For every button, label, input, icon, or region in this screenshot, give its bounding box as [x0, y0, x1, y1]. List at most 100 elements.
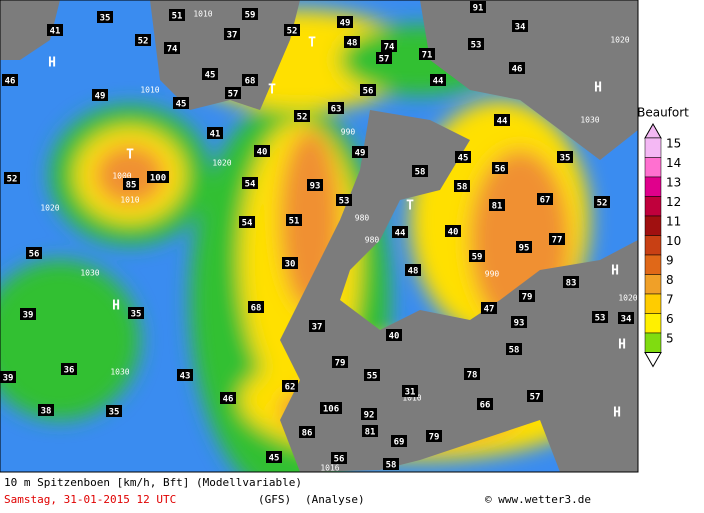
gust-box: [242, 74, 258, 86]
gust-box: [320, 402, 342, 414]
footer-line: 10 m Spitzenboen [km/h, Bft] (Modellvari…: [4, 476, 302, 489]
gust-box: [527, 390, 543, 402]
gust-box: [516, 241, 532, 253]
legend-swatch: [644, 235, 662, 256]
pressure-system: H: [48, 56, 56, 71]
gust-box: [284, 24, 300, 36]
gust-box: [563, 276, 579, 288]
gust-box: [254, 145, 270, 157]
gust-box: [594, 196, 610, 208]
legend-swatch: [644, 313, 662, 334]
gust-box: [4, 172, 20, 184]
isobar-label: 990: [341, 128, 356, 137]
gust-box: [336, 194, 352, 206]
legend-swatch: [644, 215, 662, 236]
gust-box: [519, 290, 535, 302]
gust-value: 55: [367, 372, 378, 382]
legend-swatch: [644, 137, 662, 158]
legend-label: 9: [666, 254, 674, 268]
pressure-system: H: [618, 338, 626, 353]
legend-label: 5: [666, 332, 674, 346]
gust-box: [220, 392, 236, 404]
isobar-label: 1010: [193, 10, 212, 19]
gust-box: [282, 380, 298, 392]
legend-swatch: [644, 157, 662, 178]
gust-value: 35: [560, 154, 571, 164]
gust-box: [477, 398, 493, 410]
gust-value: 34: [515, 23, 526, 33]
gust-box: [489, 199, 505, 211]
gust-value: 69: [394, 438, 405, 448]
gust-box: [135, 34, 151, 46]
legend-swatch: [644, 274, 662, 295]
gust-value: 71: [422, 51, 433, 61]
gust-box: [332, 356, 348, 368]
gust-box: [383, 458, 399, 470]
gust-value: 46: [223, 395, 234, 405]
gust-box: [537, 193, 553, 205]
gust-box: [445, 225, 461, 237]
gust-value: 85: [126, 181, 137, 191]
gust-value: 74: [167, 45, 178, 55]
gust-value: 38: [41, 407, 52, 417]
legend-swatch: [644, 176, 662, 197]
gust-value: 39: [3, 374, 14, 384]
gust-value: 34: [621, 315, 632, 325]
gust-box: [282, 257, 298, 269]
gust-value: 86: [302, 429, 313, 439]
gust-value: 40: [448, 228, 459, 238]
gust-box: [454, 180, 470, 192]
gust-box: [592, 311, 608, 323]
gust-value: 62: [285, 383, 296, 393]
gust-value: 44: [497, 117, 508, 127]
gust-box: [26, 247, 42, 259]
gust-value: 30: [285, 260, 296, 270]
isobar-label: 1030: [580, 116, 599, 125]
gust-box: [20, 308, 36, 320]
gust-box: [386, 329, 402, 341]
gust-value: 45: [176, 100, 187, 110]
legend-label: 12: [666, 195, 681, 209]
gust-value: 37: [312, 323, 323, 333]
isobar-label: 980: [365, 236, 380, 245]
gust-value: 52: [7, 175, 18, 185]
gust-box: [557, 151, 573, 163]
gust-value: 74: [384, 43, 395, 53]
gust-box: [309, 320, 325, 332]
gust-box: [294, 110, 310, 122]
gust-box: [549, 233, 565, 245]
gust-value: 91: [473, 4, 484, 14]
gust-value: 78: [467, 371, 478, 381]
gust-box: [128, 307, 144, 319]
legend-label: 14: [666, 156, 681, 170]
pressure-system: T: [268, 83, 276, 98]
isobar-label: 1010: [120, 196, 139, 205]
gust-value: 56: [29, 250, 40, 260]
gust-value: 79: [335, 359, 346, 369]
map-area: [0, 0, 638, 472]
gust-value: 45: [269, 454, 280, 464]
isobar-label: 980: [355, 214, 370, 223]
isobar-label: 1010: [402, 394, 421, 403]
gust-value: 35: [109, 408, 120, 418]
gust-box: [506, 343, 522, 355]
gust-box: [360, 84, 376, 96]
legend-title: Beaufort: [637, 106, 689, 120]
gust-box: [207, 127, 223, 139]
gust-value: 44: [395, 229, 406, 239]
map-border: [0, 0, 639, 473]
gust-value: 46: [5, 77, 16, 87]
gust-value: 52: [287, 27, 298, 37]
gust-value: 39: [23, 311, 34, 321]
gust-value: 51: [289, 217, 300, 227]
gust-value: 48: [347, 39, 358, 49]
gust-box: [361, 408, 377, 420]
pressure-system: H: [594, 81, 602, 96]
gust-box: [38, 404, 54, 416]
gust-box: [405, 264, 421, 276]
pressure-system: T: [126, 148, 134, 163]
pressure-system: T: [308, 36, 316, 51]
isobar-label: 1020: [212, 159, 231, 168]
gust-value: 53: [595, 314, 606, 324]
gust-value: 58: [386, 461, 397, 471]
